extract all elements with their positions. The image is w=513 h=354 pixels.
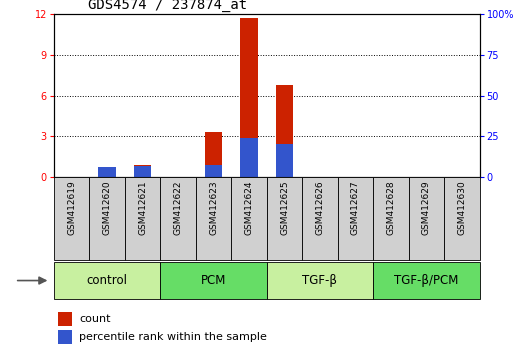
Bar bbox=[267, 177, 302, 260]
Bar bbox=[302, 177, 338, 260]
Bar bbox=[240, 138, 258, 177]
Text: GSM412623: GSM412623 bbox=[209, 180, 218, 235]
Bar bbox=[373, 262, 480, 299]
Text: GSM412627: GSM412627 bbox=[351, 180, 360, 235]
Bar bbox=[275, 144, 293, 177]
Bar bbox=[409, 177, 444, 260]
Text: GSM412621: GSM412621 bbox=[138, 180, 147, 235]
Text: GDS4574 / 237874_at: GDS4574 / 237874_at bbox=[88, 0, 247, 12]
Bar bbox=[205, 165, 223, 177]
Bar bbox=[240, 18, 258, 177]
Bar bbox=[134, 166, 151, 177]
Text: GSM412624: GSM412624 bbox=[245, 180, 253, 235]
Text: count: count bbox=[80, 314, 111, 324]
Text: TGF-β: TGF-β bbox=[303, 274, 338, 287]
Bar bbox=[338, 177, 373, 260]
Text: GSM412629: GSM412629 bbox=[422, 180, 431, 235]
Text: percentile rank within the sample: percentile rank within the sample bbox=[80, 332, 267, 342]
Bar bbox=[196, 177, 231, 260]
Text: PCM: PCM bbox=[201, 274, 226, 287]
Bar bbox=[58, 312, 72, 326]
Text: GSM412628: GSM412628 bbox=[386, 180, 396, 235]
Bar bbox=[373, 177, 409, 260]
Bar bbox=[125, 177, 160, 260]
Bar bbox=[231, 177, 267, 260]
Text: GSM412620: GSM412620 bbox=[103, 180, 112, 235]
Bar bbox=[98, 167, 116, 177]
Text: TGF-β/PCM: TGF-β/PCM bbox=[394, 274, 459, 287]
Bar bbox=[98, 170, 116, 177]
Bar bbox=[58, 330, 72, 344]
Bar bbox=[444, 177, 480, 260]
Text: GSM412630: GSM412630 bbox=[458, 180, 466, 235]
Bar bbox=[160, 262, 267, 299]
Bar bbox=[275, 85, 293, 177]
Text: control: control bbox=[87, 274, 128, 287]
Bar bbox=[205, 132, 223, 177]
Text: GSM412622: GSM412622 bbox=[173, 180, 183, 235]
Text: GSM412619: GSM412619 bbox=[67, 180, 76, 235]
Text: GSM412626: GSM412626 bbox=[315, 180, 325, 235]
Bar bbox=[54, 262, 160, 299]
Text: GSM412625: GSM412625 bbox=[280, 180, 289, 235]
Bar bbox=[54, 177, 89, 260]
Bar bbox=[134, 165, 151, 177]
Bar bbox=[267, 262, 373, 299]
Bar bbox=[89, 177, 125, 260]
Bar bbox=[160, 177, 196, 260]
